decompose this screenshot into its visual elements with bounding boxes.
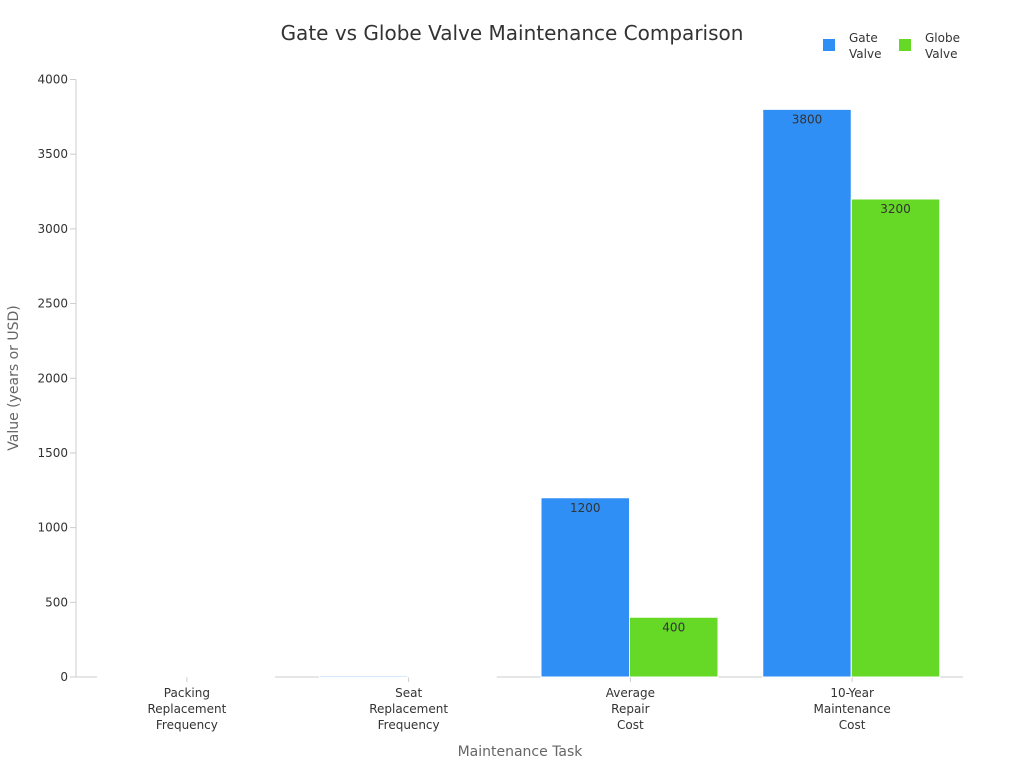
chart-title: Gate vs Globe Valve Maintenance Comparis… [281,21,744,45]
y-axis-title: Value (years or USD) [6,305,22,450]
bar-globe-valve [850,198,941,678]
y-tick-label: 2500 [37,297,68,311]
bar-globe-valve [407,675,497,678]
x-tick-label: Average Repair Cost [606,686,655,732]
y-tick-label: 1000 [37,521,68,535]
legend: Gate Valve Globe Valve [823,31,960,61]
legend-item: Globe Valve [899,31,960,61]
y-tick-label: 2000 [37,371,68,385]
y-axis: 0 500 1000 1500 2000 2500 3000 3500 4000 [37,73,77,684]
bars [97,108,941,678]
legend-swatch [899,39,911,51]
x-tick-label: Packing Replacement Frequency [147,686,226,732]
legend-swatch [823,39,835,51]
x-tick-label: Seat Replacement Frequency [369,686,448,732]
y-tick-label: 1500 [37,446,68,460]
data-label: 1200 [570,501,601,515]
bar-gate-valve [318,675,409,678]
data-labels: 1200 3800 400 3200 [570,112,911,634]
bar-gate-valve [97,675,187,678]
data-label: 3800 [792,112,823,126]
y-tick-label: 3000 [37,222,68,236]
y-tick-label: 500 [45,595,68,609]
x-axis: Packing Replacement Frequency Seat Replaceme… [76,676,963,732]
x-tick-label: 10-Year Maintenance Cost [813,686,890,732]
legend-item: Gate Valve [823,31,881,61]
y-tick-label: 4000 [37,73,68,87]
bar-globe-valve [629,616,719,678]
y-tick-label: 0 [60,670,68,684]
data-label: 3200 [880,202,911,216]
x-axis-title: Maintenance Task [458,744,584,760]
bar-globe-valve [185,675,275,678]
bar-gate-valve [762,108,852,678]
bar-gate-valve [540,497,630,678]
y-tick-label: 3500 [37,147,68,161]
legend-label: Gate Valve [849,31,881,61]
data-label: 400 [662,620,685,634]
legend-label: Globe Valve [925,31,960,61]
